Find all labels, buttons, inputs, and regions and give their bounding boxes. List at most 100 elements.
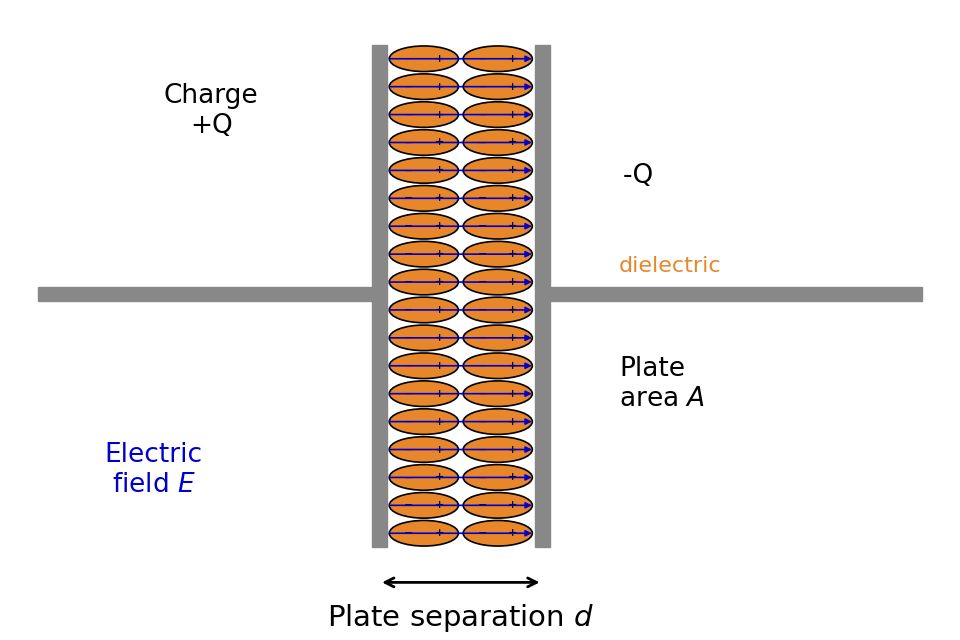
Text: −: − <box>478 500 488 510</box>
Ellipse shape <box>463 353 532 379</box>
Text: −: − <box>478 221 488 231</box>
Text: −: − <box>404 333 414 343</box>
Ellipse shape <box>463 157 532 183</box>
Ellipse shape <box>463 241 532 267</box>
Text: Charge
+Q: Charge +Q <box>164 83 258 140</box>
Bar <box>38 287 372 301</box>
Text: +: + <box>435 82 444 92</box>
Text: −: − <box>478 82 488 92</box>
Ellipse shape <box>463 381 532 406</box>
Ellipse shape <box>463 493 532 518</box>
Ellipse shape <box>390 353 459 379</box>
Ellipse shape <box>463 102 532 127</box>
Text: +: + <box>509 165 517 175</box>
Ellipse shape <box>390 102 459 127</box>
Text: +: + <box>435 54 444 64</box>
Text: +: + <box>509 82 517 92</box>
Text: +: + <box>509 221 517 231</box>
Text: +: + <box>435 333 444 343</box>
Text: +: + <box>509 528 517 538</box>
Text: +: + <box>435 528 444 538</box>
Ellipse shape <box>463 325 532 351</box>
Ellipse shape <box>390 409 459 435</box>
Text: −: − <box>404 138 414 147</box>
Ellipse shape <box>390 130 459 156</box>
Text: +: + <box>435 305 444 315</box>
Text: +: + <box>509 472 517 483</box>
Text: +: + <box>509 417 517 427</box>
Text: −: − <box>404 221 414 231</box>
Text: +: + <box>435 417 444 427</box>
Text: −: − <box>478 528 488 538</box>
Text: -Q: -Q <box>623 163 654 189</box>
Ellipse shape <box>390 241 459 267</box>
Ellipse shape <box>463 269 532 295</box>
Text: +: + <box>435 193 444 204</box>
Text: +: + <box>435 472 444 483</box>
Text: −: − <box>404 249 414 259</box>
Text: +: + <box>509 305 517 315</box>
Text: −: − <box>478 388 488 399</box>
Ellipse shape <box>463 46 532 72</box>
Ellipse shape <box>390 297 459 323</box>
Text: −: − <box>478 417 488 427</box>
Text: −: − <box>478 54 488 64</box>
Text: −: − <box>404 417 414 427</box>
Text: +: + <box>509 193 517 204</box>
Ellipse shape <box>390 493 459 518</box>
Text: +: + <box>509 109 517 120</box>
Ellipse shape <box>390 381 459 406</box>
Text: +: + <box>509 138 517 147</box>
Text: +: + <box>435 249 444 259</box>
Text: +: + <box>435 277 444 287</box>
Text: −: − <box>404 528 414 538</box>
Bar <box>372 45 387 547</box>
Ellipse shape <box>463 186 532 211</box>
Text: Electric
field $E$: Electric field $E$ <box>105 442 203 499</box>
Text: +: + <box>509 361 517 371</box>
Text: −: − <box>404 109 414 120</box>
Ellipse shape <box>390 74 459 99</box>
Text: −: − <box>478 472 488 483</box>
Text: −: − <box>478 109 488 120</box>
Text: +: + <box>509 54 517 64</box>
Text: −: − <box>404 472 414 483</box>
Text: −: − <box>404 193 414 204</box>
Text: −: − <box>478 165 488 175</box>
Text: −: − <box>404 54 414 64</box>
Text: −: − <box>404 82 414 92</box>
Text: −: − <box>478 138 488 147</box>
Ellipse shape <box>463 520 532 546</box>
Text: +: + <box>435 165 444 175</box>
Text: Plate
area $A$: Plate area $A$ <box>619 356 706 412</box>
Text: −: − <box>478 333 488 343</box>
Ellipse shape <box>463 130 532 156</box>
Ellipse shape <box>390 213 459 239</box>
Text: +: + <box>509 249 517 259</box>
Text: −: − <box>478 305 488 315</box>
Ellipse shape <box>390 465 459 490</box>
Ellipse shape <box>463 297 532 323</box>
Text: −: − <box>404 445 414 454</box>
Text: −: − <box>404 165 414 175</box>
Ellipse shape <box>463 74 532 99</box>
Text: +: + <box>435 388 444 399</box>
Text: +: + <box>435 361 444 371</box>
Text: +: + <box>435 221 444 231</box>
Text: −: − <box>404 388 414 399</box>
Text: +: + <box>435 500 444 510</box>
Text: +: + <box>509 388 517 399</box>
Ellipse shape <box>463 213 532 239</box>
Text: −: − <box>478 277 488 287</box>
Text: −: − <box>404 361 414 371</box>
Text: +: + <box>509 333 517 343</box>
Text: +: + <box>435 445 444 454</box>
Bar <box>550 287 922 301</box>
Ellipse shape <box>390 269 459 295</box>
Ellipse shape <box>390 436 459 462</box>
Text: dielectric: dielectric <box>619 255 722 276</box>
Text: −: − <box>404 277 414 287</box>
Text: −: − <box>478 445 488 454</box>
Text: +: + <box>509 445 517 454</box>
Text: −: − <box>478 249 488 259</box>
